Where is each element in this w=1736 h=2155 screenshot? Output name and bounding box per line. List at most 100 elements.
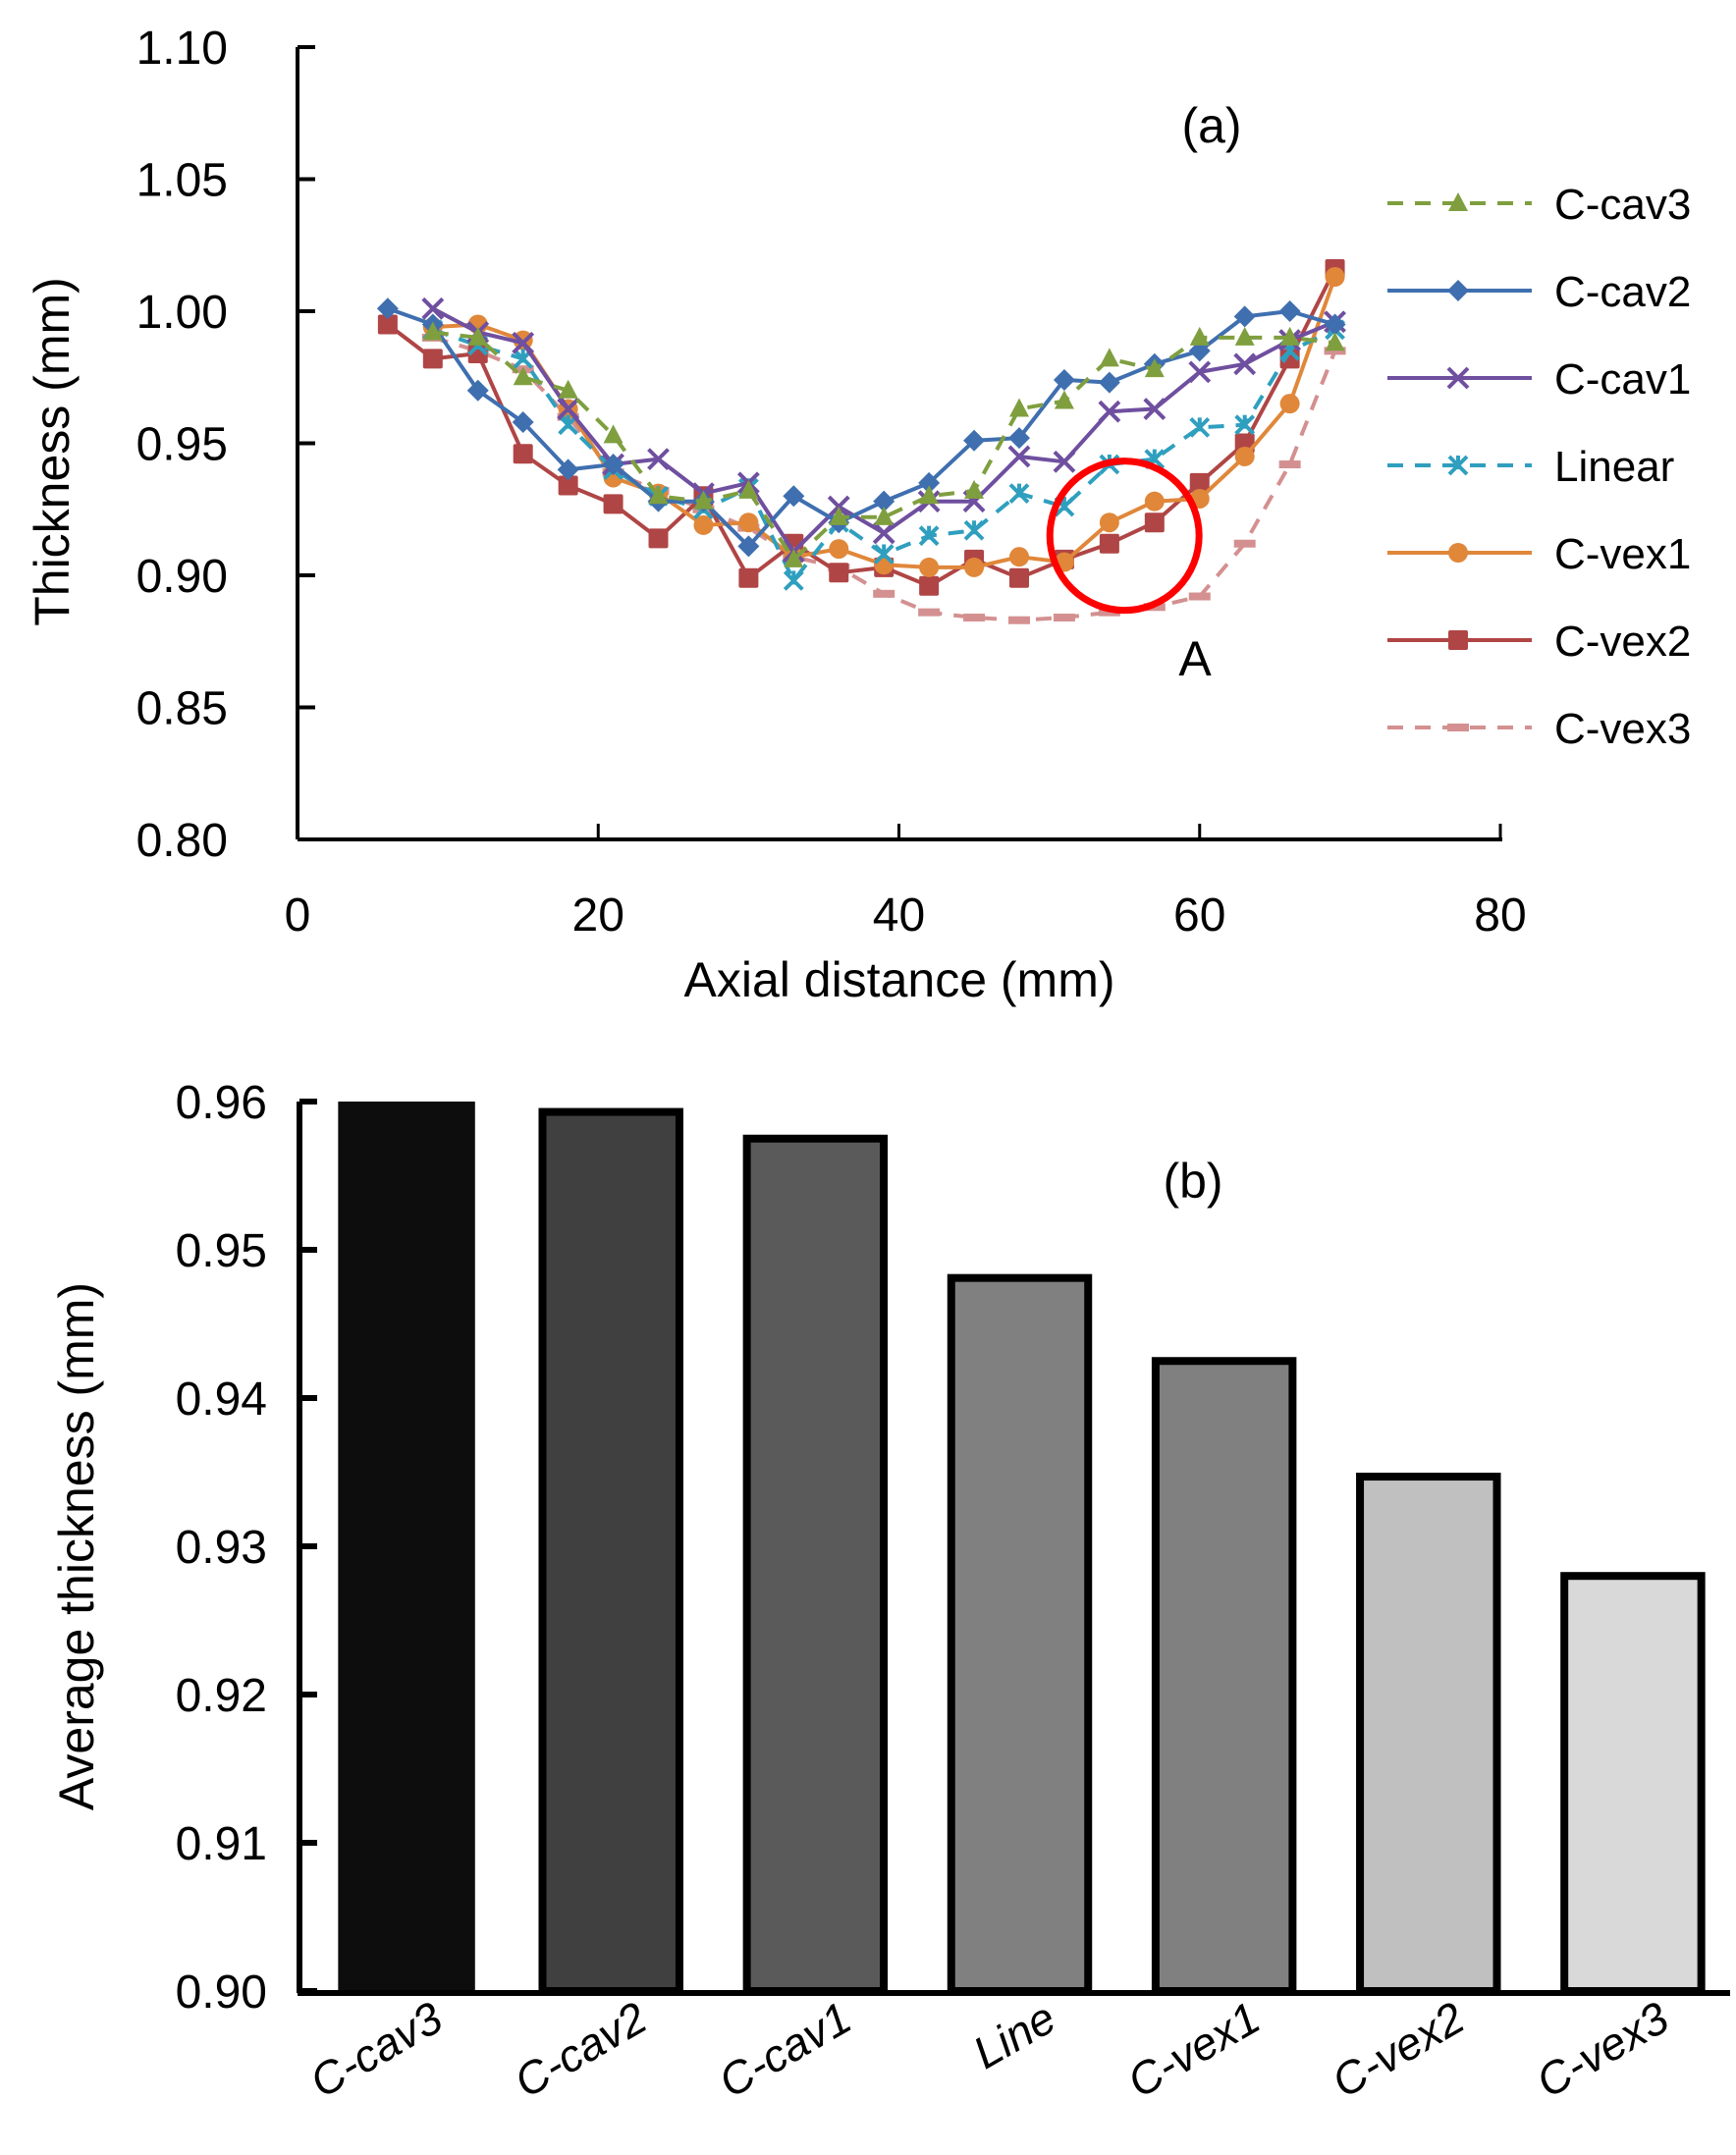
data-point-circle [693, 514, 714, 535]
x-tick-label: 60 [1173, 889, 1225, 942]
bars-group [338, 1102, 1706, 1995]
legend-item: C-cav3 [1387, 181, 1691, 229]
bar-c-vex2 [1356, 1473, 1501, 1995]
data-point-diamond [1008, 427, 1030, 450]
data-point-x [512, 331, 535, 354]
x-axis-title: Axial distance (mm) [684, 952, 1115, 1007]
data-point-circle [1448, 543, 1468, 563]
y-tick-label: 0.95 [136, 419, 228, 471]
data-point-circle [964, 557, 985, 577]
y-tick-label: 0.90 [176, 1966, 267, 2019]
data-point-triangle [1234, 326, 1255, 346]
data-point-circle [738, 512, 759, 533]
legend-item: C-vex1 [1387, 530, 1691, 578]
data-point-triangle [603, 424, 624, 444]
y-ticks: 0.80 0.85 0.90 0.95 1.00 1.05 1.10 [136, 23, 315, 867]
data-point-diamond [1233, 305, 1256, 328]
data-point-x [1053, 450, 1076, 473]
y-tick-label: 1.10 [136, 23, 228, 75]
data-point-x [1188, 360, 1212, 384]
data-point-triangle [1325, 332, 1345, 351]
x-tick-label: C-vex2 [1324, 1992, 1473, 2108]
data-point-square [1099, 533, 1119, 554]
data-point-x [1143, 398, 1166, 420]
data-point-diamond [466, 379, 489, 402]
data-point-diamond [1098, 371, 1120, 394]
series-line [387, 306, 1336, 549]
x-tick-label: 80 [1474, 889, 1526, 942]
data-point-triangle [513, 366, 533, 386]
series-group [376, 258, 1346, 624]
y-tick-label: 0.90 [136, 551, 228, 603]
data-point-square [558, 475, 578, 496]
data-point-square [1144, 512, 1165, 533]
data-point-triangle [1189, 326, 1210, 346]
data-point-triangle [467, 326, 488, 346]
x-tick-labels: C-cav3 C-cav2 C-cav1 Line C-vex1 C-vex2 C-vex3 [301, 1991, 1677, 2107]
data-point-diamond [602, 454, 624, 476]
data-point-square [1448, 630, 1468, 650]
data-point-circle [1325, 267, 1345, 288]
x-tick-label: 0 [285, 889, 311, 942]
legend-label: C-vex3 [1554, 705, 1691, 753]
y-tick-label: 0.93 [176, 1522, 267, 1574]
bar-c-cav1 [742, 1134, 889, 1995]
data-point-triangle [693, 490, 714, 510]
data-point-triangle [648, 485, 669, 505]
legend-item: C-cav2 [1387, 268, 1691, 316]
y-tick-label: 1.05 [136, 155, 228, 207]
x-tick-label: C-vex1 [1118, 1992, 1268, 2108]
line-chart-panel: 0.80 0.85 0.90 0.95 1.00 1.05 1.10 0 20 40 60 80 T… [25, 23, 1691, 1007]
data-point-star [918, 525, 940, 547]
series-linear [422, 319, 1345, 591]
data-point-dash [1324, 347, 1346, 355]
data-point-circle [1279, 394, 1300, 414]
data-point-circle [829, 539, 849, 560]
data-point-diamond [783, 485, 805, 508]
data-point-triangle [829, 506, 849, 525]
y-ticks: 0.90 0.91 0.92 0.93 0.94 0.95 0.96 [176, 1077, 317, 2019]
y-tick-label: 0.91 [176, 1818, 267, 1870]
legend-item: C-vex3 [1387, 705, 1691, 753]
x-tick-label: C-cav1 [710, 1992, 859, 2108]
legend-label: C-cav1 [1554, 355, 1691, 404]
data-point-circle [1234, 446, 1255, 466]
data-point-square [422, 349, 443, 369]
data-point-square [648, 528, 669, 549]
y-tick-label: 0.85 [136, 683, 228, 735]
bar-c-cav2 [538, 1107, 683, 1995]
data-point-triangle [1279, 326, 1300, 346]
series-line [432, 330, 1335, 562]
data-point-triangle [422, 321, 443, 341]
legend-item: Linear [1387, 443, 1674, 491]
annotation-circle [1046, 458, 1203, 615]
panel-label: (b) [1163, 1154, 1222, 1209]
legend-label: Linear [1554, 443, 1674, 491]
bar-line [947, 1273, 1093, 1995]
data-point-x [1233, 352, 1257, 376]
data-point-dash [963, 614, 986, 622]
y-axis-title: Thickness (mm) [25, 277, 80, 626]
data-point-star [783, 569, 804, 591]
data-point-circle [919, 557, 940, 577]
data-point-dash [918, 608, 941, 617]
data-point-dash [1447, 724, 1469, 731]
legend-label: C-vex1 [1554, 530, 1691, 578]
data-point-diamond [918, 471, 941, 494]
data-point-triangle [738, 479, 759, 499]
data-point-diamond [1324, 313, 1346, 336]
data-point-x [557, 398, 580, 420]
data-point-diamond [873, 490, 895, 512]
data-point-triangle [874, 506, 895, 525]
data-point-dash [873, 589, 895, 598]
data-point-diamond [512, 410, 534, 433]
data-point-diamond [963, 429, 986, 452]
bar-c-cav3 [338, 1102, 475, 1991]
data-point-star [1189, 416, 1211, 438]
data-point-circle [1099, 512, 1119, 533]
data-point-square [377, 314, 398, 335]
data-point-dash [1278, 460, 1301, 469]
data-point-triangle [1054, 390, 1074, 409]
x-tick-label: 40 [873, 889, 925, 942]
data-point-x [647, 448, 670, 471]
